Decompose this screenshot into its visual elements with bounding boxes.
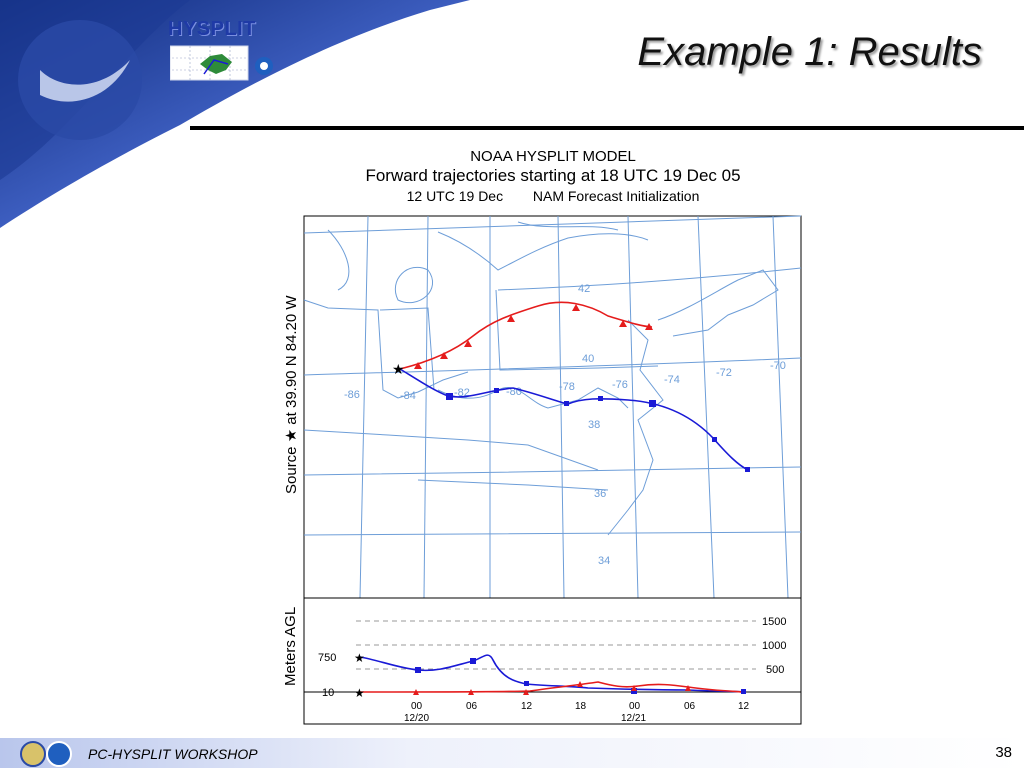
noaa-emblem-icon bbox=[18, 20, 142, 140]
height-tick-10: 10 bbox=[322, 687, 334, 699]
page-number: 38 bbox=[995, 744, 1012, 761]
figure-title-line1: NOAA HYSPLIT MODEL bbox=[470, 148, 636, 165]
height-tick-1000: 1000 bbox=[762, 640, 786, 652]
lon-label-84: -84 bbox=[400, 390, 416, 402]
red-trajectory-line bbox=[399, 301, 653, 370]
time-tick-5: 00 bbox=[629, 701, 641, 712]
lon-label-78: -78 bbox=[559, 381, 575, 393]
lat-label-36: 36 bbox=[594, 488, 606, 500]
lon-label-86: -86 bbox=[344, 389, 360, 401]
red-trajectory-markers bbox=[414, 304, 653, 369]
slide-title: Example 1: Results bbox=[637, 30, 982, 74]
height-source-star-icon: ★ bbox=[354, 651, 365, 665]
time-tick-labels: 00 06 12 18 00 06 12 12/20 12/21 bbox=[404, 701, 750, 724]
blue-height-trace bbox=[359, 654, 745, 693]
map-grid-labels: 42 40 38 36 34 -86 -84 -82 -80 -78 -76 -… bbox=[344, 283, 786, 567]
figure-title-line3: 12 UTC 19 Dec NAM Forecast Initializatio… bbox=[268, 188, 838, 204]
map-lines bbox=[303, 215, 802, 599]
lat-label-34: 34 bbox=[598, 555, 610, 567]
corner-decoration bbox=[0, 0, 470, 228]
lat-label-40: 40 bbox=[582, 353, 594, 365]
trajectory-figure: NOAA HYSPLIT MODEL Forward trajectories … bbox=[268, 140, 808, 728]
lon-label-74: -74 bbox=[664, 374, 680, 386]
lon-label-72: -72 bbox=[716, 367, 732, 379]
lon-label-76: -76 bbox=[612, 379, 628, 391]
figure-title-line2: Forward trajectories starting at 18 UTC … bbox=[365, 166, 741, 185]
time-tick-3: 12 bbox=[521, 701, 533, 712]
time-tick-1: 00 bbox=[411, 701, 423, 712]
lat-label-42: 42 bbox=[578, 283, 590, 295]
lat-label-38: 38 bbox=[588, 419, 600, 431]
footer-text: PC-HYSPLIT WORKSHOP bbox=[88, 746, 258, 762]
figure-title-line3-model: NAM Forecast Initialization bbox=[532, 188, 700, 204]
footer-bar bbox=[0, 738, 1024, 768]
height-tick-labels: 750 10 1500 1000 500 bbox=[318, 616, 786, 699]
date-label-1220: 12/20 bbox=[404, 713, 429, 724]
time-tick-7: 12 bbox=[738, 701, 750, 712]
source-location-label: Source ★ at 39.90 N 84.20 W bbox=[283, 295, 300, 494]
noaa-footer-icon bbox=[46, 741, 72, 767]
blue-trajectory-markers bbox=[446, 388, 750, 472]
source-star-icon: ★ bbox=[392, 361, 405, 377]
height-axis-label: Meters AGL bbox=[282, 606, 299, 686]
height-gridlines bbox=[356, 620, 756, 670]
height-panel bbox=[303, 597, 802, 725]
trajectory-plot: 42 40 38 36 34 -86 -84 -82 -80 -78 -76 -… bbox=[303, 215, 802, 725]
figure-title-line3-time: 12 UTC 19 Dec bbox=[406, 188, 504, 204]
height-tick-500: 500 bbox=[766, 664, 784, 676]
lon-label-70: -70 bbox=[770, 360, 786, 372]
height-source-star-icon-2: ★ bbox=[354, 686, 365, 700]
height-tick-1500: 1500 bbox=[762, 616, 786, 628]
date-label-1221: 12/21 bbox=[621, 713, 646, 724]
height-tick-750: 750 bbox=[318, 652, 336, 664]
title-divider bbox=[190, 126, 1024, 130]
time-tick-4: 18 bbox=[575, 701, 587, 712]
hysplit-logo: HYSPLIT bbox=[168, 18, 256, 40]
time-tick-2: 06 bbox=[466, 701, 478, 712]
hysplit-logo-graphic bbox=[170, 45, 273, 81]
time-tick-6: 06 bbox=[684, 701, 696, 712]
doc-seal-icon bbox=[20, 741, 46, 767]
